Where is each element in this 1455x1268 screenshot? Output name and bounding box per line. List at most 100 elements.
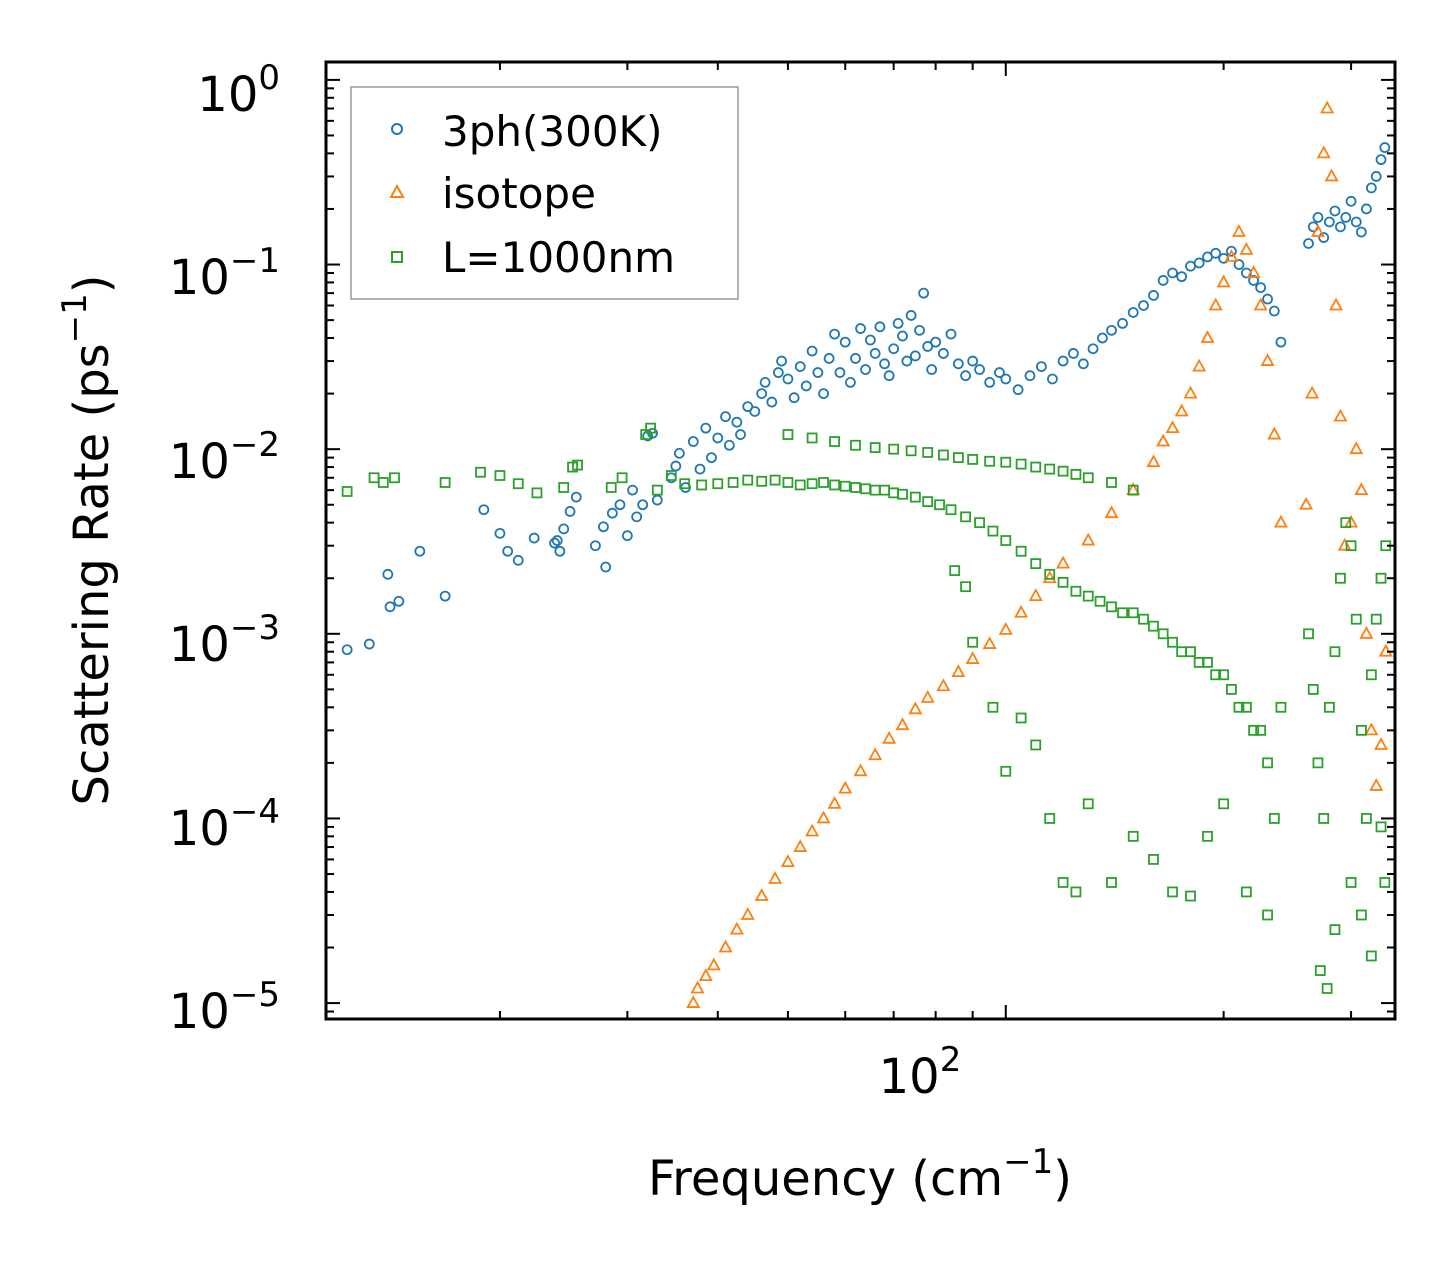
- point-s0-69: [883, 370, 895, 382]
- point-s1-39: [1200, 330, 1215, 343]
- point-s0-118: [1268, 305, 1280, 317]
- point-s0-77: [918, 287, 930, 299]
- series-l-1000nm: [341, 422, 1392, 994]
- point-s2-77: [1323, 701, 1335, 713]
- point-s0-43: [742, 401, 754, 413]
- point-s0-116: [1255, 282, 1267, 294]
- point-s2-133: [1345, 877, 1357, 888]
- point-s2-50: [1082, 590, 1094, 602]
- point-s0-97: [1087, 343, 1099, 355]
- point-s1-21: [936, 678, 951, 692]
- point-s2-134: [1355, 909, 1367, 921]
- point-s2-84: [1361, 813, 1372, 824]
- point-s2-32: [860, 483, 871, 495]
- point-s0-36: [700, 422, 712, 434]
- point-s1-58: [1337, 537, 1352, 551]
- point-s0-42: [735, 429, 746, 440]
- point-s0-67: [874, 321, 886, 333]
- point-s0-75: [909, 350, 921, 362]
- point-s0-39: [720, 411, 731, 423]
- point-s0-8: [494, 527, 506, 539]
- point-s2-60: [1185, 646, 1196, 658]
- point-s0-44: [749, 406, 761, 417]
- point-s1-12: [816, 810, 831, 824]
- point-s2-118: [1057, 877, 1069, 888]
- point-s2-56: [1148, 620, 1159, 632]
- point-s0-74: [905, 310, 917, 321]
- point-s1-31: [1104, 505, 1119, 519]
- point-s0-1: [363, 638, 375, 650]
- point-s2-91: [829, 436, 840, 447]
- point-s2-81: [1345, 540, 1357, 552]
- point-s1-16: [868, 747, 883, 761]
- point-s0-86: [974, 364, 985, 375]
- point-s2-31: [850, 482, 861, 493]
- point-s2-106: [1070, 469, 1082, 480]
- point-s2-116: [1030, 739, 1042, 751]
- point-s2-101: [1000, 456, 1012, 468]
- point-s1-28: [1042, 570, 1057, 584]
- point-s2-119: [1070, 886, 1082, 898]
- point-s1-60: [1349, 441, 1364, 455]
- point-s0-76: [914, 324, 925, 336]
- point-s1-44: [1239, 242, 1254, 255]
- point-s0-104: [1157, 275, 1169, 286]
- point-s1-19: [908, 701, 923, 715]
- point-s2-82: [1350, 613, 1362, 625]
- point-s0-4: [393, 595, 405, 607]
- point-s2-13: [616, 472, 628, 484]
- y-axis-title: Scattering Rate (ps−1): [55, 274, 120, 805]
- point-s2-65: [1225, 683, 1237, 695]
- point-s2-102: [1015, 458, 1027, 470]
- point-s1-41: [1216, 274, 1231, 288]
- point-s0-95: [1067, 348, 1079, 359]
- point-s0-21: [606, 507, 618, 519]
- point-s2-23: [756, 475, 768, 487]
- point-s2-22: [742, 474, 754, 486]
- point-s2-107: [1082, 472, 1094, 484]
- point-s1-10: [793, 839, 808, 852]
- point-s1-33: [1146, 454, 1161, 468]
- point-s0-20: [600, 561, 612, 573]
- point-s0-14: [554, 545, 566, 557]
- point-s0-73: [901, 355, 913, 367]
- point-s0-49: [776, 355, 787, 367]
- point-s1-1: [690, 980, 705, 994]
- point-s0-3: [384, 601, 396, 613]
- point-s0-79: [926, 364, 938, 375]
- point-s2-95: [905, 445, 917, 457]
- point-s2-3: [389, 472, 400, 484]
- point-s2-46: [1030, 558, 1042, 570]
- axis-ticks-layer: [326, 62, 1395, 1019]
- point-s2-123: [1148, 854, 1159, 865]
- point-s0-107: [1185, 260, 1196, 272]
- point-s2-104: [1044, 463, 1056, 475]
- point-s2-114: [1000, 765, 1012, 777]
- point-s0-70: [888, 343, 900, 355]
- point-s1-4: [718, 939, 733, 953]
- point-s2-63: [1210, 669, 1222, 681]
- point-s0-29: [651, 494, 663, 506]
- point-s1-25: [998, 622, 1013, 635]
- point-s0-78: [922, 341, 934, 352]
- point-s0-31: [670, 460, 682, 472]
- point-s1-13: [827, 795, 842, 809]
- point-s0-105: [1167, 267, 1178, 279]
- point-s2-30: [839, 480, 851, 492]
- point-s0-25: [631, 511, 643, 523]
- point-s2-86: [1370, 613, 1382, 625]
- point-s0-134: [1375, 154, 1387, 166]
- point-s2-38: [922, 496, 934, 508]
- point-s0-10: [512, 554, 524, 566]
- point-s0-47: [766, 396, 778, 408]
- point-s2-109: [1127, 484, 1139, 496]
- point-s0-41: [731, 416, 743, 428]
- point-s2-113: [987, 701, 999, 713]
- legend-label-3ph: 3ph(300K): [442, 107, 662, 156]
- point-s1-14: [838, 780, 853, 794]
- point-s1-42: [1224, 249, 1239, 262]
- point-s0-9: [502, 545, 514, 557]
- ytick-label-1: 100: [197, 58, 280, 123]
- point-s0-101: [1127, 307, 1139, 318]
